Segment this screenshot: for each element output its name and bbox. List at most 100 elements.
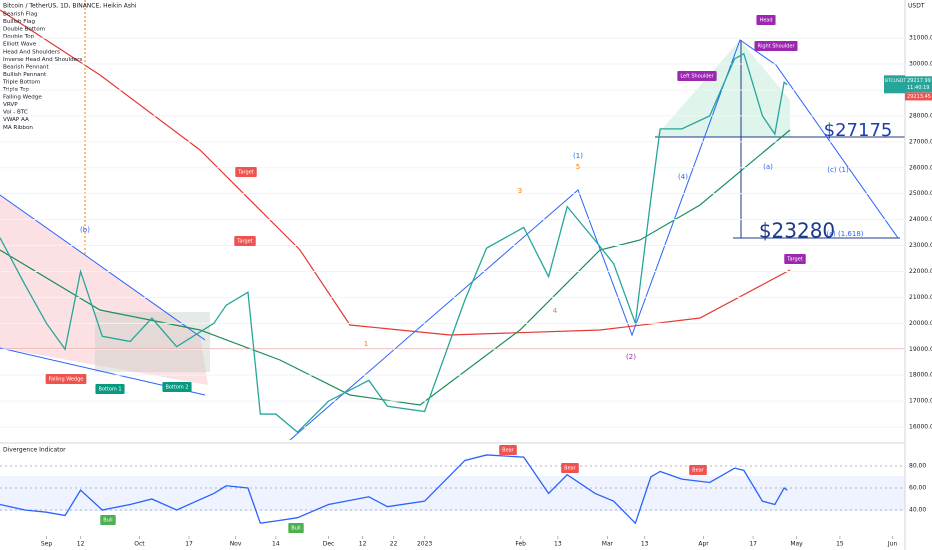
falling-wedge-area	[0, 195, 208, 385]
annotation-box	[235, 167, 257, 177]
x-tick-label: 12	[77, 541, 85, 548]
price-tag	[905, 92, 932, 101]
annotation-box	[689, 465, 707, 475]
indicator-name: Elliott Wave	[3, 42, 37, 48]
annotation-label: (c) (1)	[827, 166, 849, 174]
x-tick-label: 17	[185, 541, 193, 548]
annotation-label: Bottom 2	[165, 385, 188, 391]
annotation-box	[756, 15, 776, 25]
annotation-label: Left Shoulder	[680, 74, 714, 80]
x-tick-label: 12	[359, 541, 367, 548]
annotation-box	[499, 445, 517, 455]
oscillator-band	[0, 476, 905, 511]
x-tick-label: 14	[272, 541, 280, 548]
indicator-name: Double Top	[3, 34, 34, 40]
indicator-name: Inverse Head And Shoulders	[3, 57, 82, 63]
price-tag	[905, 76, 932, 93]
annotation-box	[677, 71, 717, 81]
y-tick-label: 30000.00	[909, 61, 932, 68]
annotation-box	[95, 384, 125, 394]
x-tick-label: Dec	[323, 541, 335, 548]
annotation-label: Bear	[564, 466, 577, 472]
annotation-label: Head	[759, 18, 772, 24]
annotation-label: (4)	[678, 173, 688, 181]
price-countdown: 11:40:19	[907, 85, 929, 91]
x-tick-label: Sep	[41, 541, 53, 548]
y-tick-label: 27000.00	[909, 138, 932, 145]
indicator-name: Bearish Flag	[3, 12, 38, 18]
y-tick-label: 26000.00	[909, 164, 932, 171]
annotation-label: 4	[553, 307, 558, 315]
indicator-name: Head And Shoulders	[3, 49, 60, 55]
annotation-label: 5	[576, 163, 580, 171]
x-tick-label: 17	[749, 541, 757, 548]
x-tick-label: May	[790, 541, 803, 548]
x-tick-label: Oct	[134, 541, 145, 548]
annotation-label: Falling Wedge	[49, 377, 84, 383]
annotation-label: Bull	[103, 518, 112, 524]
indicator-name: VRVP	[3, 102, 18, 108]
y-tick-label: 18000.00	[909, 372, 932, 379]
annotation-label: (c) (1.618)	[826, 230, 863, 238]
y2-tick-label: 40.00	[909, 506, 926, 513]
annotation-label: Target	[237, 170, 254, 176]
price-last: 29217.99	[907, 78, 931, 84]
y-tick-label: 23000.00	[909, 242, 932, 249]
annotation-label: Bear	[502, 448, 515, 454]
indicator-name: MA Ribbon	[3, 125, 33, 131]
annotation-box	[234, 236, 256, 246]
series-line	[0, 454, 788, 525]
annotation-label: (a)	[763, 163, 773, 171]
indicator-name: Triple Bottom	[2, 79, 40, 85]
y-tick-label: 16000.00	[909, 424, 932, 431]
price-tag	[884, 75, 905, 94]
annotation-box	[45, 374, 87, 384]
y-tick-label: 28000.00	[909, 112, 932, 119]
y-tick-label: 17000.00	[909, 398, 932, 405]
moving-average-red	[0, 9, 791, 336]
annotation-label: (1)	[573, 152, 583, 160]
y-tick-label: 20000.00	[909, 320, 932, 327]
annotation-label: (b)	[80, 226, 90, 234]
chart-title: Bitcoin / TetherUS, 1D, BINANCE, Heikin …	[3, 3, 137, 10]
x-tick-label: Nov	[230, 541, 242, 548]
oscillator-title: Divergence Indicator	[3, 447, 66, 454]
annotation-label: Bear	[692, 468, 705, 474]
double-bottom-area	[95, 312, 210, 372]
annotation-label: Right Shoulder	[757, 44, 795, 50]
annotation-label: Bottom 1	[98, 387, 121, 393]
indicator-name: Double Bottom	[3, 27, 45, 33]
indicator-name: Falling Wedge	[3, 95, 42, 101]
elliott-wave	[289, 39, 899, 441]
x-tick-label: 2023	[417, 541, 432, 548]
currency: USDT	[908, 3, 925, 10]
y-tick-label: 31000.00	[909, 35, 932, 42]
annotation-box	[561, 463, 579, 473]
x-tick-label: 13	[641, 541, 649, 548]
annotation-box	[100, 515, 116, 525]
annotation-box	[288, 523, 304, 533]
annotation-price: $23280	[759, 219, 835, 243]
indicator-name: Bearish Pennant	[3, 64, 49, 70]
annotation-label: (2)	[626, 353, 636, 361]
annotation-box	[784, 254, 806, 264]
annotation-label: Bull	[291, 526, 300, 532]
x-tick-label: Feb	[515, 541, 526, 548]
y-tick-label: 22000.00	[909, 268, 932, 275]
y-tick-label: 19000.00	[909, 346, 932, 353]
y2-tick-label: 80.00	[909, 462, 926, 469]
indicator-name: VWAP AA	[3, 117, 29, 123]
y-tick-label: 24000.00	[909, 216, 932, 223]
y-tick-label: 21000.00	[909, 294, 932, 301]
x-tick-label: 13	[554, 541, 562, 548]
y-tick-label: 25000.00	[909, 190, 932, 197]
annotation-label: Target	[786, 257, 803, 263]
y2-tick-label: 60.00	[909, 484, 926, 491]
annotation-label: 3	[518, 187, 522, 195]
indicator-name: Bullish Pennant	[3, 72, 47, 78]
x-tick-label: Jun	[887, 541, 898, 548]
x-tick-label: 15	[836, 541, 844, 548]
x-tick-label: Mar	[602, 541, 614, 548]
annotation-label: 1	[364, 340, 368, 348]
